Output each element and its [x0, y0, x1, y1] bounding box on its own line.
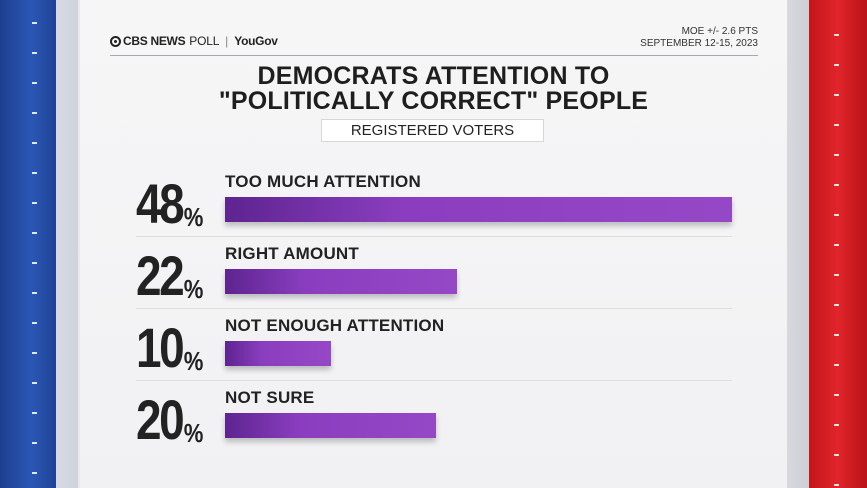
value-number: 10	[136, 316, 185, 379]
row-divider	[136, 380, 732, 381]
right-stripe-dash	[834, 214, 839, 216]
cbs-news-poll-logo: CBS NEWS POLL | YouGov	[110, 34, 278, 48]
right-stripe-dash	[834, 394, 839, 396]
chart-title-line2: "POLITICALLY CORRECT" PEOPLE	[218, 87, 649, 115]
brand-poll: POLL	[189, 34, 220, 48]
right-stripe-dash	[834, 274, 839, 276]
bar	[225, 341, 331, 366]
right-stripe-dash	[834, 94, 839, 96]
category-label: NOT ENOUGH ATTENTION	[225, 316, 445, 335]
value-number: 22	[136, 244, 185, 307]
left-stripe-dash	[32, 442, 37, 444]
poll-meta: MOE +/- 2.6 PTS SEPTEMBER 12-15, 2023	[640, 26, 758, 50]
cbs-eye-icon	[110, 35, 121, 47]
left-stripe-dash	[32, 112, 37, 114]
header-bar: CBS NEWS POLL | YouGov MOE +/- 2.6 PTS S…	[110, 26, 758, 56]
percent-sign: %	[184, 346, 204, 376]
bar-row: 48% TOO MUCH ATTENTION	[136, 172, 732, 244]
left-stripe-dash	[32, 412, 37, 414]
left-grey-stripe	[56, 0, 78, 488]
value-number: 48	[136, 172, 185, 235]
left-stripe-dash	[32, 82, 37, 84]
bar	[225, 269, 457, 294]
right-stripe-dash	[834, 34, 839, 36]
chart-panel: CBS NEWS POLL | YouGov MOE +/- 2.6 PTS S…	[80, 0, 787, 488]
row-divider	[136, 308, 732, 309]
brand-separator: |	[225, 34, 229, 48]
value-label: 20%	[136, 388, 205, 448]
left-stripe-dash	[32, 52, 37, 54]
left-stripe-dash	[32, 322, 37, 324]
chart-subtitle: REGISTERED VOTERS	[321, 119, 544, 142]
margin-of-error: MOE +/- 2.6 PTS	[681, 26, 758, 37]
right-stripe-dash	[834, 154, 839, 156]
right-stripe-dash	[834, 304, 839, 306]
left-stripe-dash	[32, 472, 37, 474]
value-label: 22%	[136, 244, 205, 304]
left-stripe-dash	[32, 22, 37, 24]
right-stripe-dash	[834, 364, 839, 366]
right-stripe-dash	[834, 334, 839, 336]
left-stripe-dash	[32, 232, 37, 234]
brand-cbs: CBS NEWS	[123, 34, 186, 48]
row-divider	[136, 236, 732, 237]
category-label: RIGHT AMOUNT	[225, 244, 359, 263]
left-blue-stripe	[0, 0, 56, 488]
percent-sign: %	[184, 418, 204, 448]
percent-sign: %	[184, 202, 204, 232]
bar	[225, 413, 436, 438]
left-stripe-dash	[32, 262, 37, 264]
left-stripe-dash	[32, 352, 37, 354]
right-stripe-dash	[834, 454, 839, 456]
right-stripe-dash	[834, 484, 839, 486]
left-stripe-dash	[32, 172, 37, 174]
right-stripe-dash	[834, 124, 839, 126]
right-stripe-dash	[834, 184, 839, 186]
bar-row: 20% NOT SURE	[136, 388, 732, 460]
right-stripe-dash	[834, 244, 839, 246]
category-label: TOO MUCH ATTENTION	[225, 172, 421, 191]
bar-row: 10% NOT ENOUGH ATTENTION	[136, 316, 732, 388]
bar	[225, 197, 732, 222]
bar-row: 22% RIGHT AMOUNT	[136, 244, 732, 316]
right-stripe-dash	[834, 424, 839, 426]
yougov-logo: YouGov	[234, 34, 278, 48]
left-stripe-dash	[32, 292, 37, 294]
right-stripe-dash	[834, 64, 839, 66]
percent-sign: %	[184, 274, 204, 304]
category-label: NOT SURE	[225, 388, 315, 407]
value-number: 20	[136, 388, 185, 451]
value-label: 10%	[136, 316, 205, 376]
right-grey-stripe	[787, 0, 809, 488]
poll-dates: SEPTEMBER 12-15, 2023	[640, 38, 758, 49]
left-stripe-dash	[32, 202, 37, 204]
left-stripe-dash	[32, 142, 37, 144]
left-stripe-dash	[32, 382, 37, 384]
chart-title-line1: DEMOCRATS ATTENTION TO	[257, 62, 610, 90]
value-label: 48%	[136, 172, 205, 232]
